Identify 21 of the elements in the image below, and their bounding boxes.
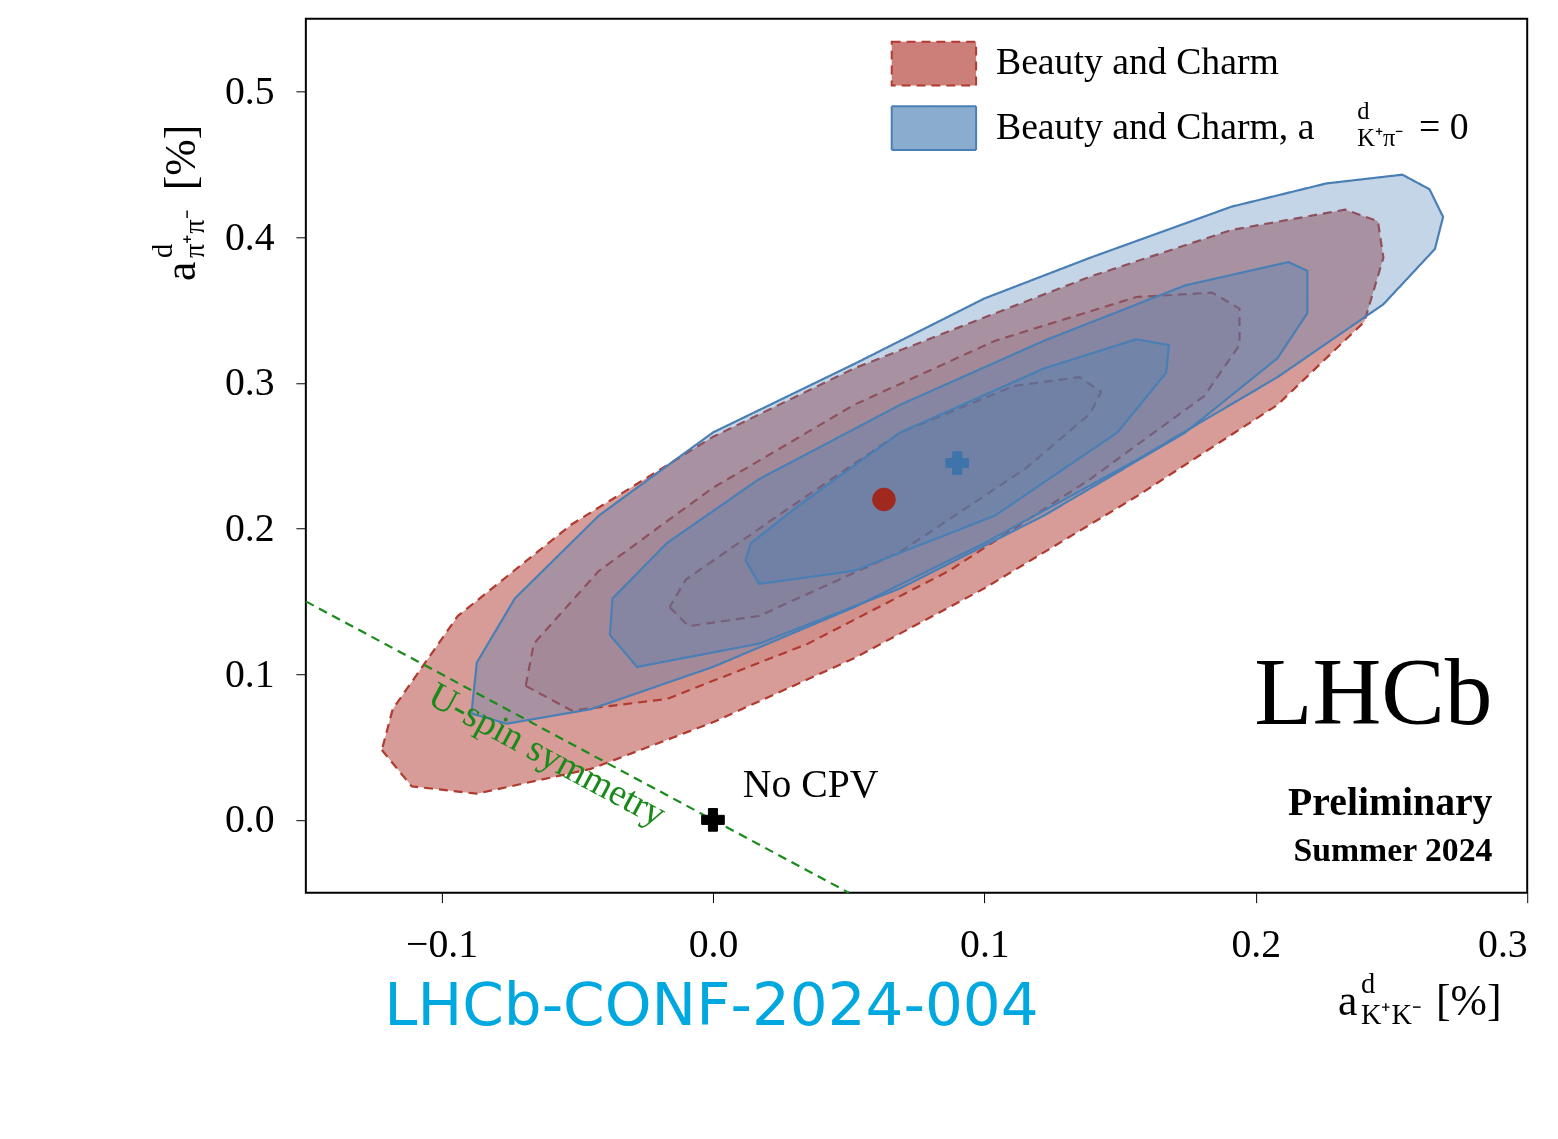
point: [872, 487, 896, 512]
y-tick-label: 0.3: [224, 360, 275, 405]
annotation: No CPV: [742, 762, 879, 807]
y-axis-title: adπ⁺π⁻ [%]: [147, 124, 210, 282]
annotation: Preliminary: [1288, 780, 1493, 825]
x-tick-label: 0.2: [1231, 921, 1282, 966]
x-tick-label: −0.1: [406, 921, 479, 966]
point: [945, 451, 970, 475]
x-tick-label: 0.1: [960, 921, 1010, 966]
annotation: Summer 2024: [1293, 830, 1493, 868]
y-tick-label: 0.4: [224, 214, 275, 259]
point: [701, 808, 725, 832]
legend-label: Beauty and Charm: [995, 40, 1279, 83]
y-tick-label: 0.0: [224, 797, 275, 842]
annotation: LHCb: [1254, 638, 1493, 745]
text: LHCb-CONF-2024-004: [384, 969, 1039, 1039]
y-tick-label: 0.2: [224, 506, 275, 550]
x-tick-label: 0.3: [1478, 921, 1528, 966]
y-tick-label: 0.1: [224, 651, 275, 696]
y-tick-label: 0.5: [224, 69, 275, 114]
x-tick-label: 0.0: [688, 921, 739, 966]
